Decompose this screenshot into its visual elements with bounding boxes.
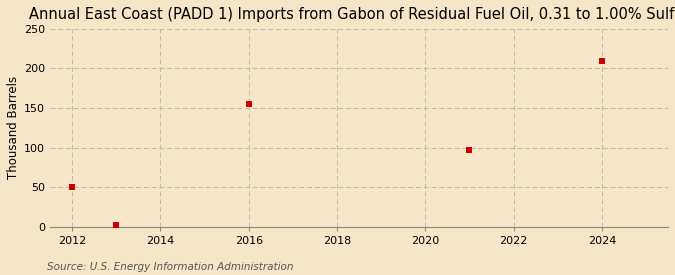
Point xyxy=(111,222,122,227)
Point xyxy=(597,59,608,64)
Point xyxy=(67,185,78,189)
Point xyxy=(243,102,254,106)
Title: Annual East Coast (PADD 1) Imports from Gabon of Residual Fuel Oil, 0.31 to 1.00: Annual East Coast (PADD 1) Imports from … xyxy=(29,7,675,22)
Y-axis label: Thousand Barrels: Thousand Barrels xyxy=(7,76,20,179)
Text: Source: U.S. Energy Information Administration: Source: U.S. Energy Information Administ… xyxy=(47,262,294,272)
Point xyxy=(464,148,475,152)
